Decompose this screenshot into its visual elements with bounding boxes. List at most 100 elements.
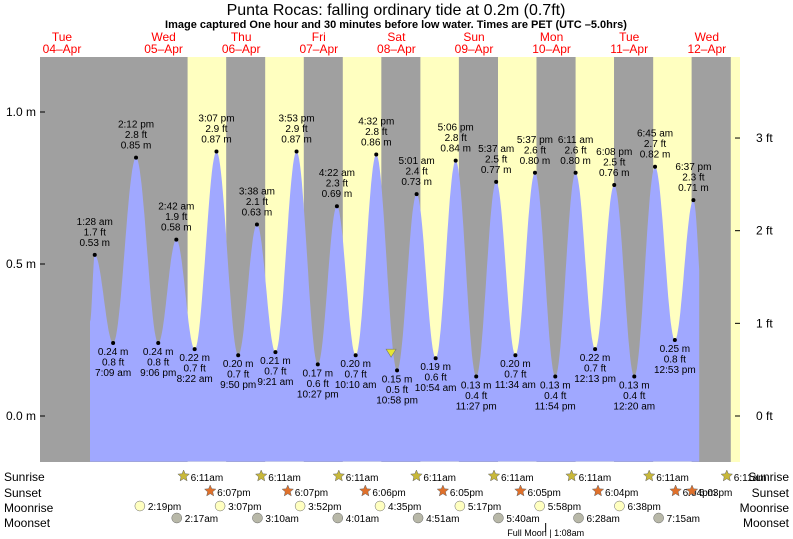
sunrise-time: 6:11am <box>734 473 767 484</box>
astro-row-label-left: Sunrise <box>4 470 45 484</box>
tide-point-high <box>294 149 299 154</box>
tide-label: 0.24 m <box>98 347 129 358</box>
moonrise-icon <box>294 500 306 512</box>
tide-label: 0.8 ft <box>147 358 169 369</box>
tide-label: 0.73 m <box>401 177 432 188</box>
tide-point-high <box>691 198 696 203</box>
tide-label: 0.87 m <box>201 135 232 146</box>
tide-label: 0.7 ft <box>184 364 206 375</box>
tide-point-high <box>612 182 617 187</box>
tide-label: 9:50 pm <box>220 380 256 391</box>
tide-label: 2.6 ft <box>524 145 546 156</box>
tide-label: 0.13 m <box>461 380 492 391</box>
tide-label: 0.24 m <box>143 347 174 358</box>
sunset-icon <box>685 484 699 497</box>
sunrise-icon <box>720 469 734 482</box>
tide-point-low <box>593 347 598 352</box>
astro-row-label-right: Moonset <box>743 516 790 530</box>
tide-label: 0.7 ft <box>227 370 249 381</box>
tide-label: 2.9 ft <box>205 124 227 135</box>
tide-label: 1.9 ft <box>165 212 187 223</box>
tide-label: 0.8 ft <box>664 355 686 366</box>
sunrise-time: 6:11am <box>656 473 689 484</box>
tide-label: 0.69 m <box>322 189 353 200</box>
tide-label: 0.20 m <box>340 359 371 370</box>
moonrise-time: 2:19pm <box>148 502 181 513</box>
sunrise-time: 6:11am <box>501 473 534 484</box>
tide-label: 0.82 m <box>640 150 671 161</box>
day-labels: Tue04–AprWed05–AprThu06–AprFri07–AprSat0… <box>43 30 727 56</box>
tide-point-low <box>474 374 479 379</box>
sunset-time: 6:07pm <box>217 488 250 499</box>
sunset-icon <box>358 484 372 497</box>
y-tick-label-right: 0 ft <box>756 409 773 423</box>
tide-point-high <box>532 170 537 175</box>
tide-point-low <box>632 374 637 379</box>
tide-label: 2.7 ft <box>644 139 666 150</box>
tide-point-low <box>395 368 400 373</box>
moonset-icon <box>252 512 263 524</box>
tide-label: 0.13 m <box>540 380 571 391</box>
tide-point-high <box>453 158 458 163</box>
tide-label: 4:22 am <box>319 168 355 179</box>
moonset-time: 7:15am <box>667 514 700 525</box>
tide-label: 0.4 ft <box>623 391 645 402</box>
tide-label: 3:38 am <box>239 186 275 197</box>
sunrise-icon <box>177 469 190 482</box>
tide-point-low <box>273 350 278 355</box>
moonrise-time: 3:07pm <box>228 502 261 513</box>
tide-point-low <box>433 356 438 361</box>
tide-point-low <box>672 338 677 342</box>
sunrise-icon <box>410 469 423 482</box>
moonset-time: 5:40am <box>506 514 539 525</box>
moonrise-time: 5:17pm <box>468 502 501 513</box>
y-tick-label-left: 1.0 m <box>6 105 36 119</box>
moonrise-icon <box>374 500 386 512</box>
tide-label: 5:01 am <box>399 156 435 167</box>
tide-point-high <box>92 252 97 257</box>
tide-label: 3:07 pm <box>198 114 234 125</box>
day-label-date: 06–Apr <box>222 42 261 56</box>
day-label-dow: Sat <box>387 30 406 44</box>
sunset-time: 6:04pm <box>605 488 638 499</box>
tide-label: 2.8 ft <box>365 127 387 138</box>
tide-point-low <box>553 374 558 379</box>
tide-label: 6:08 pm <box>596 147 632 158</box>
moonset-time: 3:10am <box>265 514 298 525</box>
full-moon-label: Full Moon | 1:08am <box>507 528 584 538</box>
sunrise-time: 6:11am <box>346 473 379 484</box>
tide-label: 2.3 ft <box>682 173 704 184</box>
tide-label: 0.6 ft <box>425 373 447 384</box>
sunset-icon <box>514 484 527 497</box>
tide-label: 0.80 m <box>560 156 591 167</box>
tide-label: 0.53 m <box>79 238 110 249</box>
sunrise-time: 6:11am <box>268 473 301 484</box>
tide-label: 0.4 ft <box>544 391 566 402</box>
day-label-dow: Thu <box>231 30 252 44</box>
tide-label: 8:22 am <box>177 374 213 385</box>
sunset-icon <box>591 484 605 497</box>
tide-point-high <box>334 204 339 209</box>
day-label-date: 10–Apr <box>532 42 571 56</box>
tide-label: 2:12 pm <box>118 120 154 131</box>
moonset-time: 6:28am <box>587 514 620 525</box>
plot-area: 1:28 am1.7 ft0.53 m0.24 m0.8 ft7:09 am2:… <box>40 57 740 462</box>
day-label-dow: Sun <box>463 30 484 44</box>
tide-label: 2.8 ft <box>445 133 467 144</box>
tide-label: 0.85 m <box>121 141 152 152</box>
sunrise-icon <box>332 469 346 482</box>
astro-row-label-left: Sunset <box>4 486 42 500</box>
tide-point-high <box>174 237 179 242</box>
tide-label: 12:53 pm <box>654 365 696 376</box>
tide-label: 0.80 m <box>520 156 551 167</box>
sunrise-icon <box>642 469 656 482</box>
y-tick-label-right: 3 ft <box>756 131 773 145</box>
tide-label: 0.76 m <box>599 168 630 179</box>
sunset-time: 6:06pm <box>372 488 405 499</box>
tide-label: 6:37 pm <box>675 162 711 173</box>
moonrise-icon <box>214 500 226 512</box>
tide-point-high <box>254 222 259 227</box>
moonset-icon <box>171 512 183 524</box>
tide-label: 6:45 am <box>637 129 673 140</box>
day-label-dow: Tue <box>52 30 73 44</box>
